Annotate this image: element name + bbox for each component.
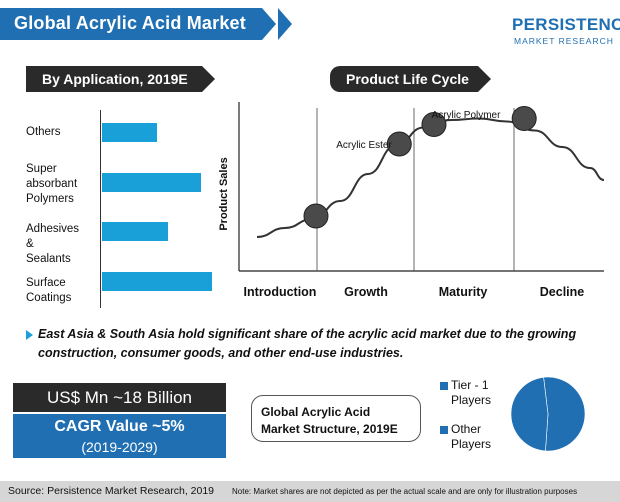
plc-y-label: Product Sales [218, 157, 230, 230]
title-banner [0, 8, 262, 40]
plc-marker [303, 203, 329, 229]
application-axis-line [100, 110, 101, 308]
application-bar [102, 173, 201, 192]
cagr-value: CAGR Value ~5% [54, 418, 185, 435]
cagr-period: (2019-2029) [81, 439, 158, 455]
banner-chevron-1 [262, 8, 276, 40]
note-bullet-icon [26, 330, 33, 340]
footer-source: Source: Persistence Market Research, 201… [8, 485, 215, 497]
application-label-line: Polymers [26, 193, 74, 205]
market-size-box: US$ Mn ~18 Billion [13, 383, 226, 412]
application-bar [102, 123, 157, 142]
legend-label-line: Other [451, 422, 482, 436]
plc-chart: Product Sales Introduction Growth Maturity… [218, 102, 605, 299]
legend-label-line: Tier - 1 [451, 378, 489, 392]
plc-markers [303, 106, 537, 229]
plc-annotations: Acrylic Ester Acrylic Polymer [336, 110, 501, 151]
plc-marker [511, 106, 537, 131]
pie-slice [510, 376, 549, 452]
footer-bar [0, 481, 620, 502]
plc-header-label: Product Life Cycle [346, 71, 469, 87]
application-label-line: Sealants [26, 253, 71, 265]
legend-swatch [440, 426, 448, 434]
plc-header-arrow-tip [478, 66, 491, 92]
footer-note: Note: Market shares are not depicted as … [232, 487, 578, 496]
application-header-label: By Application, 2019E [42, 71, 188, 87]
structure-title-line-2: Market Structure, 2019E [261, 422, 398, 436]
application-label: Surface Coatings [26, 276, 71, 306]
plc-annotation: Acrylic Ester [336, 140, 392, 151]
logo-subtitle: MARKET RESEARCH [514, 36, 614, 46]
plc-header: Product Life Cycle [330, 66, 491, 92]
structure-title-box [251, 395, 421, 442]
page-title: Global Acrylic Acid Market [14, 13, 246, 33]
legend-label: Other Players [451, 422, 491, 452]
legend-label: Tier - 1 Players [451, 378, 491, 408]
plc-marker [421, 112, 447, 137]
legend-swatch [440, 382, 448, 390]
application-label-line: absorbant [26, 178, 78, 190]
plc-stage-label: Maturity [439, 285, 488, 299]
pie-slice [543, 376, 586, 452]
plc-stage-label: Introduction [244, 285, 317, 299]
application-label-line: Others [26, 126, 61, 138]
application-label-line: Super [26, 163, 57, 175]
header-arrow-tip [202, 66, 215, 92]
plc-stage-label: Decline [540, 285, 585, 299]
application-bar [102, 222, 168, 241]
application-label: Super absorbant Polymers [26, 162, 77, 207]
application-label-line: Coatings [26, 292, 72, 304]
cagr-box: CAGR Value ~5% (2019-2029) [13, 414, 226, 458]
legend-label-line: Players [451, 437, 492, 451]
application-label: Others [26, 125, 61, 140]
application-label: Adhesives & Sealants [26, 222, 79, 267]
logo-wordmark: PERSISTENCE [512, 15, 620, 34]
application-header: By Application, 2019E [26, 66, 215, 92]
plc-stage-labels: Introduction Growth Maturity Decline [244, 285, 585, 299]
legend-label-line: Players [451, 393, 492, 407]
application-label-line: Adhesives & [26, 223, 80, 250]
structure-pie-chart [510, 376, 586, 452]
plc-marker [386, 131, 412, 157]
note-text: East Asia & South Asia hold significant … [38, 327, 577, 360]
plc-annotation: Acrylic Polymer [432, 110, 502, 121]
banner-chevron-2 [278, 8, 292, 40]
plc-stage-label: Growth [344, 285, 388, 299]
structure-title-line-1: Global Acrylic Acid [261, 405, 371, 419]
structure-title: Global Acrylic Acid Market Structure, 20… [261, 404, 421, 438]
application-bar [102, 272, 212, 291]
application-label-line: Surface [26, 277, 66, 289]
